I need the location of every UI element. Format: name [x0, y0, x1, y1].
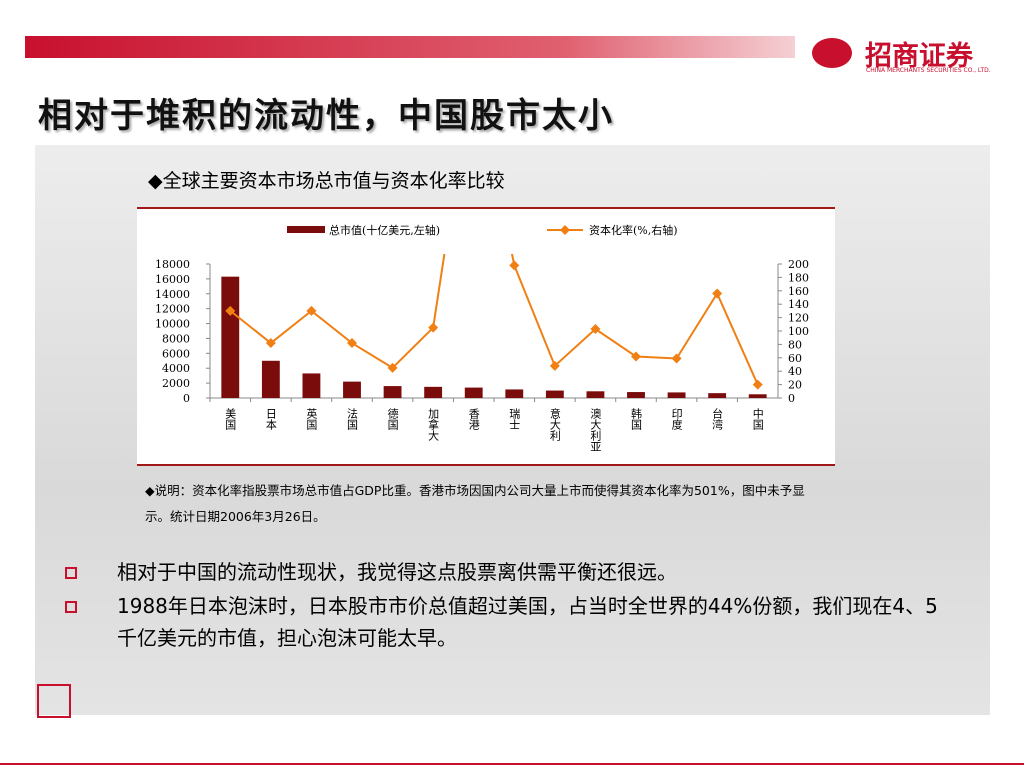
chart: 0200040006000800010000120001400016000180… — [155, 223, 809, 452]
y2-tick-label: 200 — [788, 258, 809, 271]
x-tick-label: 韩国 — [630, 407, 643, 431]
x-tick-label: 英国 — [305, 407, 318, 431]
marker — [387, 362, 398, 373]
y2-tick-label: 160 — [788, 285, 809, 298]
y-tick-label: 4000 — [162, 362, 190, 375]
x-tick-label: 中国 — [751, 408, 764, 431]
marker — [712, 288, 723, 299]
marker — [752, 379, 763, 390]
marker — [347, 338, 357, 349]
y2-tick-label: 120 — [788, 312, 809, 325]
marker — [265, 338, 276, 349]
bar — [424, 386, 443, 398]
y2-tick-label: 0 — [788, 392, 795, 405]
plot — [221, 254, 767, 398]
legend-label: 总市值(十亿美元,左轴) — [329, 223, 440, 237]
bar — [545, 390, 564, 398]
bullet: 1988年日本泡沫时，日本股市市价总值超过美国，占当时全世界的44%份额，我们现… — [65, 590, 945, 654]
marker — [549, 360, 560, 371]
y2-tick-label: 40 — [788, 365, 802, 378]
x-tick-label: 法国 — [346, 407, 359, 431]
marker — [306, 305, 317, 316]
bar — [586, 391, 605, 398]
note: ◆说明：资本化率指股票市场总市值占GDP比重。香港市场因国内公司大量上市而使得其… — [145, 483, 805, 524]
y-tick-label: 8000 — [162, 332, 190, 345]
x-tick-label: 印度 — [670, 408, 683, 431]
y-tick-label: 10000 — [155, 318, 190, 331]
line — [229, 254, 759, 386]
bar — [505, 389, 524, 398]
bullet-text: 1988年日本泡沫时，日本股市市价总值超过美国，占当时全世界的44%份额，我们现… — [117, 594, 938, 650]
bar — [464, 387, 483, 398]
x-tick-label: 澳大利亚 — [589, 408, 602, 452]
bar — [302, 373, 321, 398]
marker — [671, 353, 682, 364]
marker — [428, 322, 439, 333]
logo-icon — [812, 38, 852, 68]
logo-name: 招商证券 — [865, 41, 973, 72]
stamp — [37, 684, 71, 718]
x-tick-label: 美国 — [224, 408, 237, 431]
y-tick-label: 0 — [183, 392, 190, 405]
x-tick-label: 台湾 — [711, 407, 724, 431]
y2-tick-label: 140 — [788, 298, 809, 311]
bar — [627, 392, 645, 398]
bar — [667, 392, 686, 398]
marker — [631, 351, 641, 362]
bar — [221, 276, 240, 398]
slide-title: 相对于堆积的流动性，中国股市太小 — [38, 96, 614, 136]
legend-swatch — [287, 226, 325, 233]
y2-tick-label: 100 — [788, 325, 809, 338]
x-tick-label: 瑞士 — [508, 407, 521, 430]
x-tick-label: 意大利 — [548, 407, 561, 441]
bar — [261, 360, 280, 398]
chart-box: 0 2000 4000 6000 8000 10000 12000 14000 16000 180… — [137, 207, 835, 466]
logo-sub: CHINA MERCHANTS SECURITIES CO., LTD. — [866, 67, 991, 74]
x-tick-label: 加拿大 — [427, 408, 440, 441]
y-tick-label: 18000 — [155, 258, 190, 271]
x-tick-label: 日本 — [264, 408, 277, 431]
bullet: 相对于中国的流动性现状，我觉得这点股票离供需平衡还很远。 — [65, 556, 945, 588]
footer-line — [0, 763, 1024, 765]
marker — [509, 260, 520, 271]
y-tick-label: 16000 — [155, 273, 190, 286]
y-tick-label: 12000 — [155, 303, 190, 316]
legend-marker — [560, 225, 570, 235]
y2-tick-label: 80 — [788, 338, 802, 351]
x-tick-label: 香港 — [467, 408, 480, 430]
bar — [708, 393, 727, 398]
top-bar — [25, 36, 795, 58]
bullet-text: 相对于中国的流动性现状，我觉得这点股票离供需平衡还很远。 — [117, 560, 677, 584]
y-tick-label: 2000 — [162, 377, 190, 390]
chart-title: ◆全球主要资本市场总市值与资本化率比较 — [148, 170, 505, 192]
bar — [343, 381, 361, 398]
y2-tick-label: 180 — [788, 271, 809, 284]
y2-tick-label: 60 — [788, 352, 802, 365]
bar — [383, 386, 402, 398]
y-tick-label: 6000 — [162, 347, 190, 360]
y-tick-label: 14000 — [155, 288, 190, 301]
marker — [590, 323, 601, 334]
x-tick-label: 德国 — [386, 407, 399, 431]
marker — [225, 305, 236, 316]
legend-label: 资本化率(%,右轴) — [589, 223, 678, 237]
y2-tick-label: 20 — [788, 379, 802, 392]
bar — [748, 394, 767, 398]
